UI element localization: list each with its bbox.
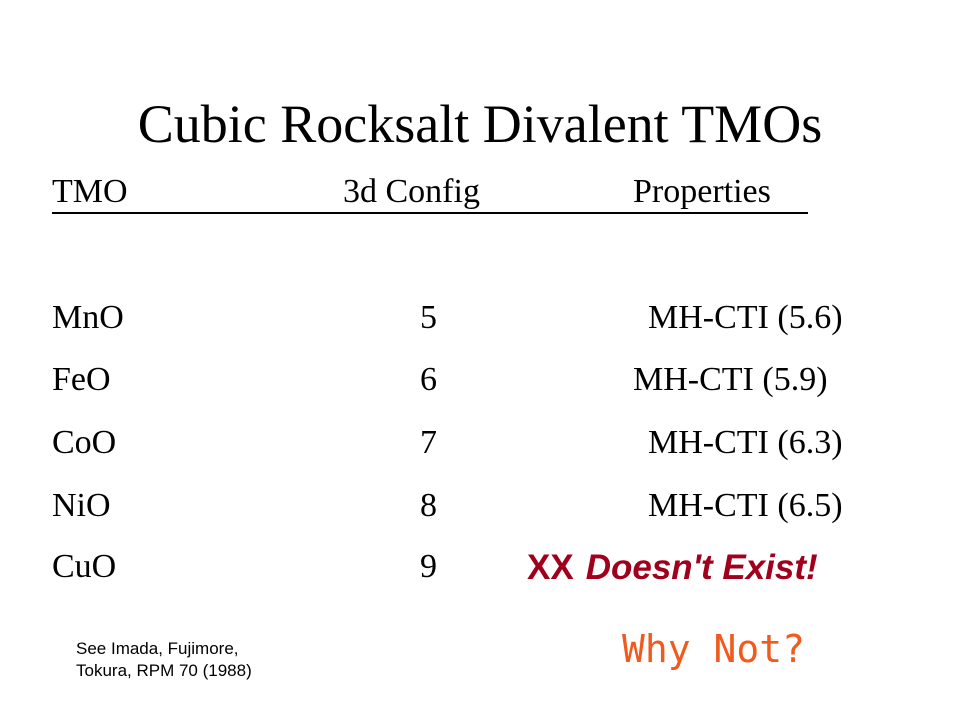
properties-cell: MH-CTI (5.9) — [633, 361, 828, 398]
why-not-callout: Why Not? — [622, 627, 806, 671]
table-row: CoO 7 MH-CTI (6.3) — [52, 422, 912, 464]
xx-marker: XX — [527, 548, 574, 587]
tmo-name-cell: CuO — [52, 548, 117, 585]
column-header-3d-config: 3d Config — [343, 173, 480, 210]
table-row: MnO 5 MH-CTI (5.6) — [52, 297, 912, 339]
config-cell: 5 — [420, 299, 437, 336]
citation-line-1: See Imada, Fujimore, — [76, 639, 239, 658]
tmo-name-cell: FeO — [52, 361, 111, 398]
does-not-exist-text: Doesn't Exist! — [585, 548, 818, 587]
table-row: NiO 8 MH-CTI (6.5) — [52, 485, 912, 527]
properties-cell: MH-CTI (6.5) — [648, 487, 843, 524]
config-cell: 9 — [420, 548, 437, 585]
tmo-name-cell: MnO — [52, 299, 124, 336]
column-header-properties: Properties — [633, 173, 771, 210]
config-cell: 6 — [420, 361, 437, 398]
table-row: FeO 6 MH-CTI (5.9) — [52, 359, 912, 401]
properties-cell: MH-CTI (6.3) — [648, 424, 843, 461]
properties-cell: MH-CTI (5.6) — [648, 299, 843, 336]
slide-title: Cubic Rocksalt Divalent TMOs — [137, 94, 823, 154]
tmo-name-cell: NiO — [52, 487, 111, 524]
citation-line-2: Tokura, RPM 70 (1988) — [76, 661, 252, 680]
config-cell: 7 — [420, 424, 437, 461]
citation: See Imada, Fujimore, Tokura, RPM 70 (198… — [76, 638, 252, 682]
does-not-exist-note: XX Doesn't Exist! — [527, 547, 818, 589]
column-header-tmo: TMO — [52, 173, 128, 210]
table-row: CuO 9 — [52, 546, 912, 588]
tmo-name-cell: CoO — [52, 424, 117, 461]
table-header-row: TMO 3d Config Properties — [52, 172, 808, 214]
config-cell: 8 — [420, 487, 437, 524]
